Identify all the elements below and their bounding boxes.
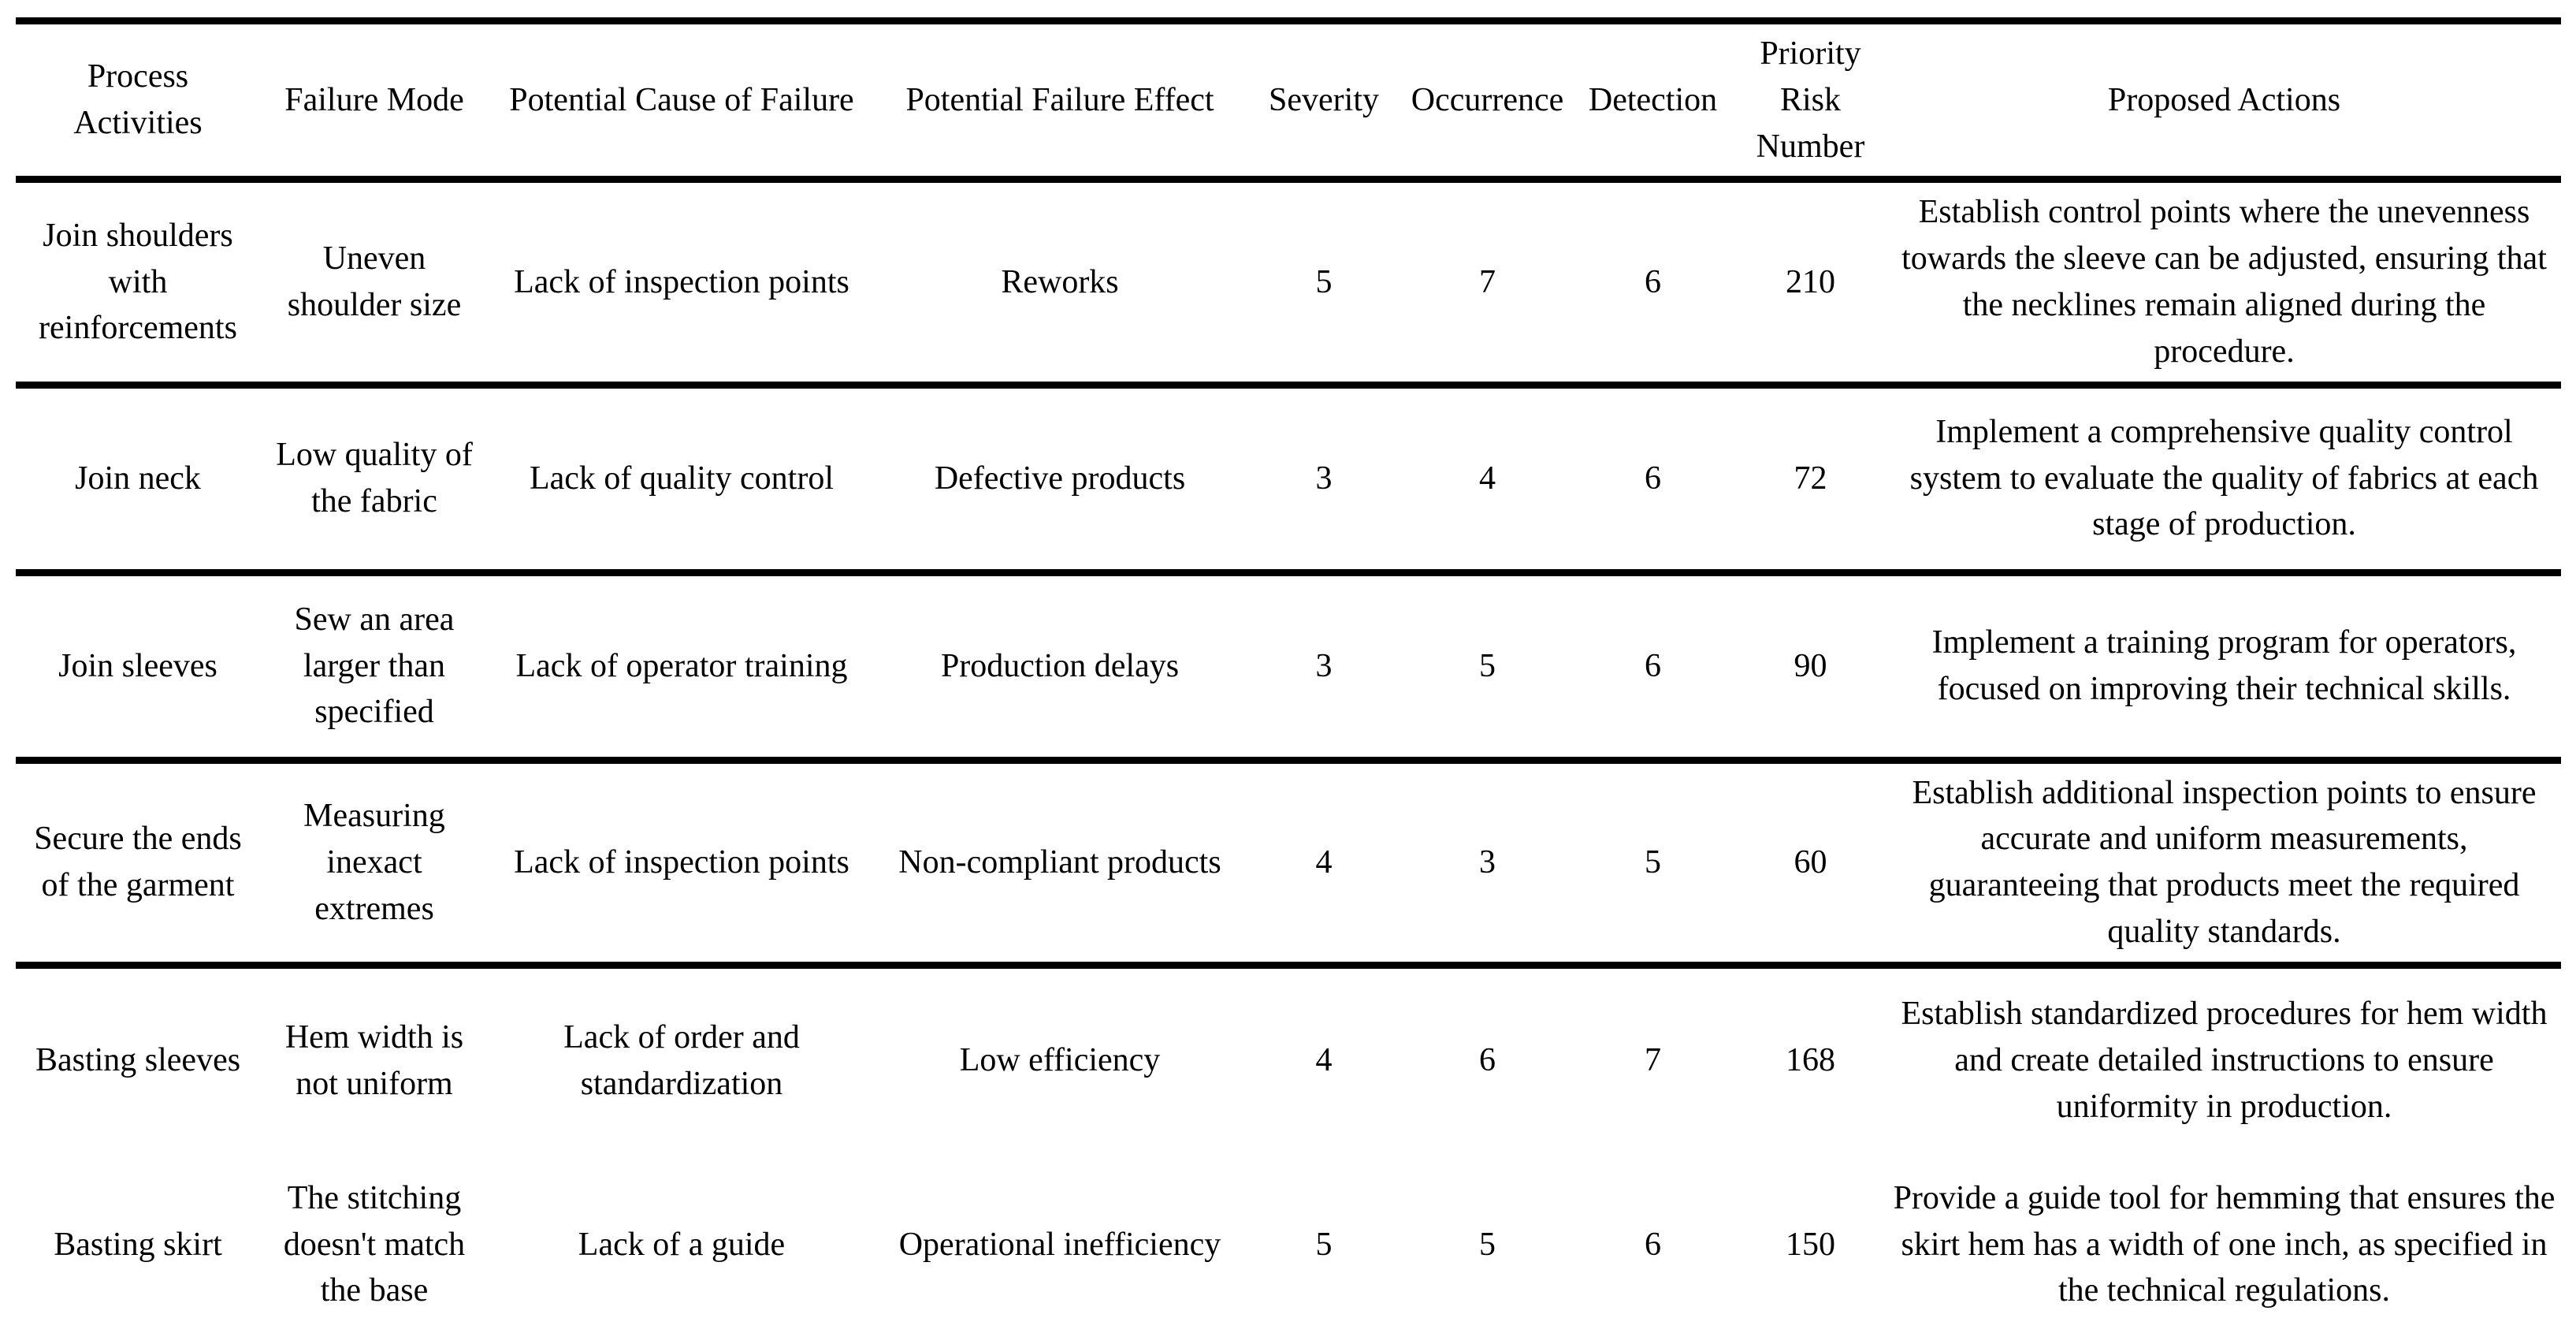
table-row: Join shoulders with reinforcements Uneve…	[16, 179, 2561, 389]
cell-process-activity: Basting sleeves	[35, 1042, 241, 1079]
table-row: Basting sleeves Hem width is not uniform…	[16, 965, 2561, 1152]
column-header-failure-mode: Failure Mode	[260, 20, 489, 184]
cell-failure-mode: Sew an area larger than specified	[260, 572, 489, 764]
cell-potential-effect: Reworks	[875, 179, 1245, 389]
table-row: Basting skirt The stitching doesn't matc…	[16, 1152, 2561, 1318]
cell-priority-risk-number: 90	[1734, 572, 1887, 764]
cell-occurrence: 5	[1403, 1152, 1572, 1318]
cell-potential-cause: Lack of quality control	[489, 385, 875, 576]
cell-potential-cause: Lack of inspection points	[489, 179, 875, 389]
header-row: Process Activities Failure Mode Potentia…	[16, 20, 2561, 184]
cell-potential-effect: Production delays	[875, 572, 1245, 764]
cell-process-activity: Join sleeves	[16, 572, 260, 764]
cell-proposed-actions: Implement a comprehensive quality contro…	[1887, 385, 2561, 576]
cell-process-activity: Join shoulders with reinforcements	[16, 179, 260, 389]
cell-failure-mode: Uneven shoulder size	[260, 179, 489, 389]
cell-potential-effect: Non-compliant products	[875, 760, 1245, 969]
cell-occurrence: 4	[1403, 385, 1572, 576]
cell-occurrence: 3	[1403, 760, 1572, 969]
column-header-proposed-actions: Proposed Actions	[1887, 20, 2561, 184]
cell-priority-risk-number: 168	[1786, 1042, 1835, 1079]
cell-failure-mode: Measuring inexact extremes	[260, 760, 489, 969]
cell-process-activity: Basting skirt	[16, 1152, 260, 1318]
column-header-detection: Detection	[1572, 20, 1734, 184]
cell-process-activity: Join neck	[16, 385, 260, 576]
cell-detection: 6	[1572, 179, 1734, 389]
cell-priority-risk-number: 210	[1734, 179, 1887, 389]
cell-proposed-actions: Provide a guide tool for hemming that en…	[1887, 1152, 2561, 1318]
table-body: Join shoulders with reinforcements Uneve…	[16, 179, 2561, 1318]
table-header: Process Activities Failure Mode Potentia…	[16, 20, 2561, 184]
cell-detection: 5	[1572, 760, 1734, 969]
cell-failure-mode: Hem width is not uniform	[284, 1018, 464, 1102]
cell-proposed-actions: Establish control points where the uneve…	[1887, 179, 2561, 389]
cell-severity: 3	[1245, 385, 1403, 576]
cell-process-activity: Secure the ends of the garment	[16, 760, 260, 969]
column-header-potential-effect: Potential Failure Effect	[875, 20, 1245, 184]
column-header-process-activities: Process Activities	[16, 20, 260, 184]
cell-potential-cause: Lack of inspection points	[489, 760, 875, 969]
cell-detection: 6	[1572, 572, 1734, 764]
cell-potential-cause: Lack of operator training	[489, 572, 875, 764]
cell-severity: 4	[1315, 1042, 1333, 1079]
cell-severity: 3	[1245, 572, 1403, 764]
fmea-table: Process Activities Failure Mode Potentia…	[16, 17, 2561, 1318]
cell-occurrence: 7	[1403, 179, 1572, 389]
column-header-severity: Severity	[1245, 20, 1403, 184]
cell-priority-risk-number: 72	[1734, 385, 1887, 576]
cell-potential-cause: Lack of order and standardization	[563, 1018, 800, 1102]
cell-detection: 6	[1572, 385, 1734, 576]
cell-failure-mode: Low quality of the fabric	[260, 385, 489, 576]
table-row: Secure the ends of the garment Measuring…	[16, 760, 2561, 969]
cell-proposed-actions: Implement a training program for operato…	[1887, 572, 2561, 764]
cell-potential-cause: Lack of a guide	[489, 1152, 875, 1318]
cell-severity: 5	[1245, 1152, 1403, 1318]
cell-proposed-actions: Establish standardized procedures for he…	[1901, 996, 2548, 1125]
table-row: Join sleeves Sew an area larger than spe…	[16, 572, 2561, 764]
cell-detection: 6	[1572, 1152, 1734, 1318]
cell-severity: 5	[1245, 179, 1403, 389]
column-header-priority-risk-number: Priority Risk Number	[1734, 20, 1887, 184]
cell-occurrence: 5	[1403, 572, 1572, 764]
cell-severity: 4	[1245, 760, 1403, 969]
cell-priority-risk-number: 60	[1734, 760, 1887, 969]
cell-priority-risk-number: 150	[1734, 1152, 1887, 1318]
column-header-occurrence: Occurrence	[1403, 20, 1572, 184]
cell-potential-effect: Defective products	[875, 385, 1245, 576]
cell-potential-effect: Low efficiency	[959, 1042, 1161, 1079]
cell-failure-mode: The stitching doesn't match the base	[260, 1152, 489, 1318]
cell-occurrence: 6	[1479, 1042, 1496, 1079]
cell-detection: 7	[1645, 1042, 1661, 1079]
cell-potential-effect: Operational inefficiency	[875, 1152, 1245, 1318]
table-row: Join neck Low quality of the fabric Lack…	[16, 385, 2561, 576]
column-header-potential-cause: Potential Cause of Failure	[489, 20, 875, 184]
cell-proposed-actions: Establish additional inspection points t…	[1887, 760, 2561, 969]
